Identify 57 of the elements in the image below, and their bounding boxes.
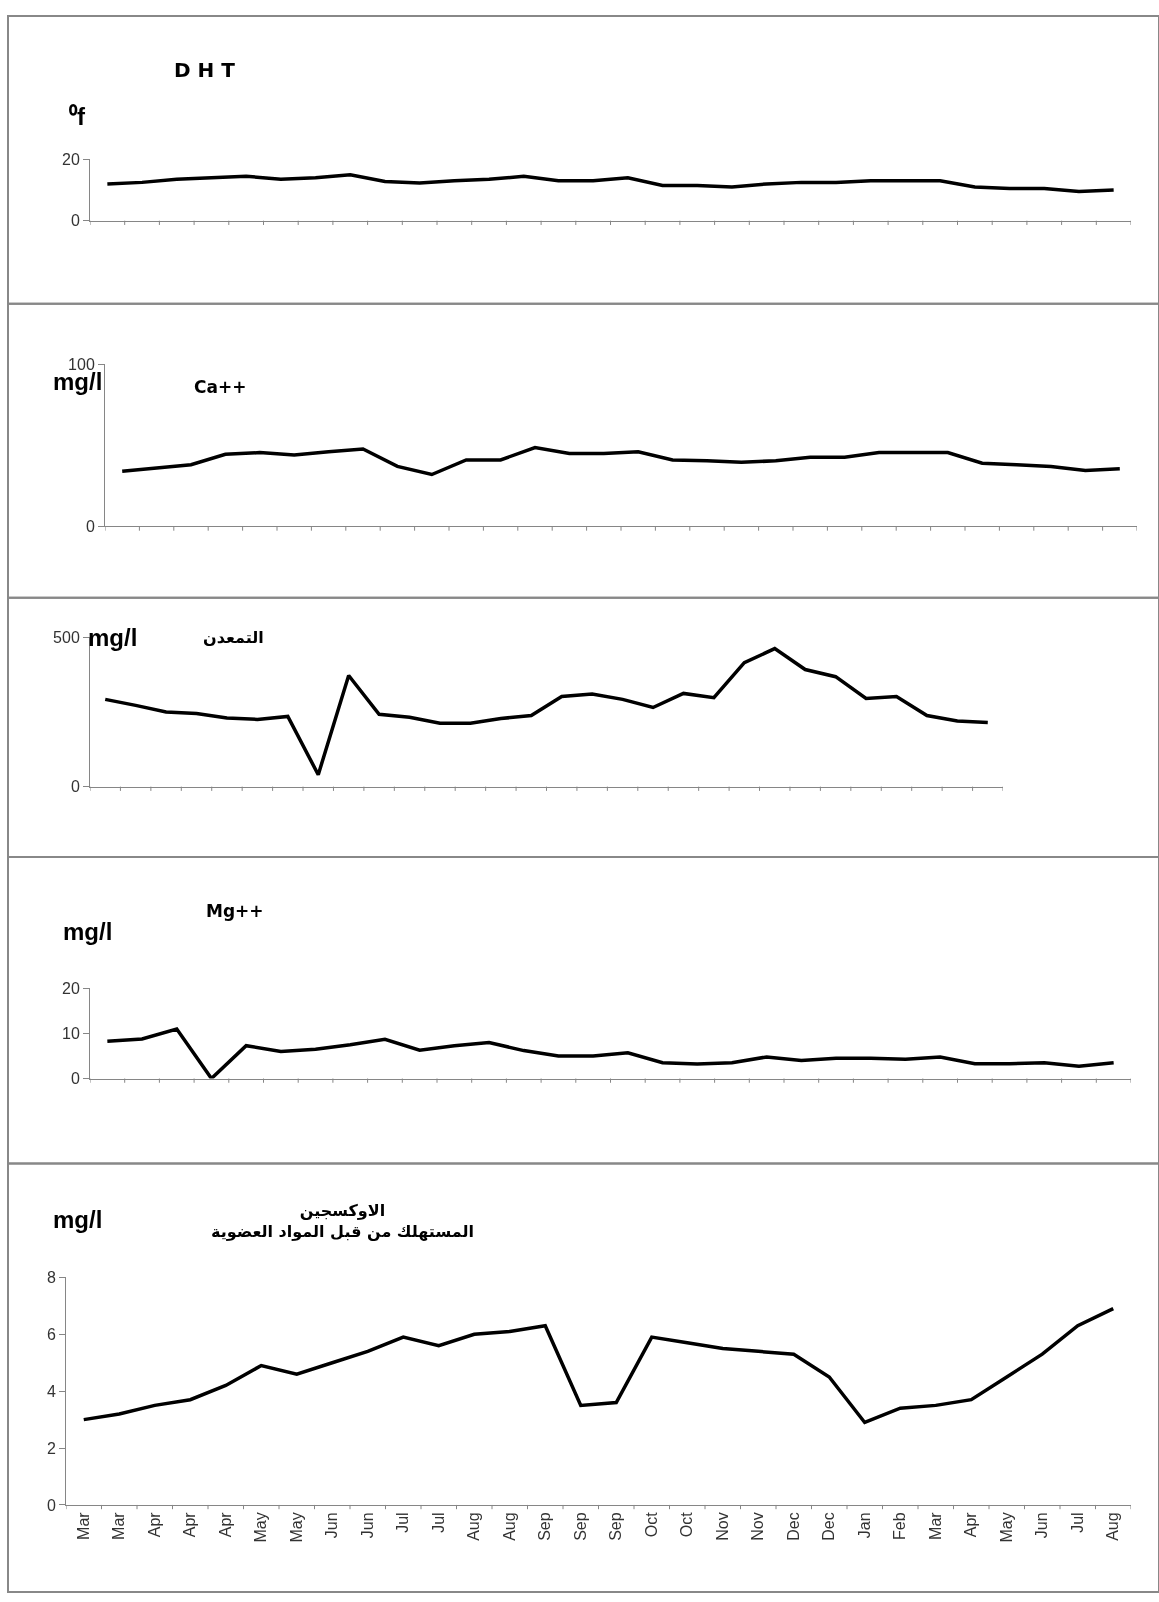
x-tick-label: Apr xyxy=(145,1511,163,1538)
x-tick-label: Nov xyxy=(713,1512,731,1541)
y-tick-label: 4 xyxy=(46,1382,56,1400)
x-tick-label: Sep xyxy=(607,1512,625,1541)
line-series xyxy=(105,172,1116,194)
y-tick-label: 10 xyxy=(62,1025,80,1043)
x-tick-label: Mar xyxy=(110,1511,128,1540)
x-tick-label: Oct xyxy=(642,1511,660,1538)
text: Ca++ xyxy=(194,377,247,397)
x-tick-label: Nov xyxy=(749,1512,767,1541)
x-tick-label: Jul xyxy=(429,1512,447,1533)
x-tick-label: May xyxy=(252,1512,270,1543)
x-tick-label: Sep xyxy=(571,1512,589,1541)
x-tick-label: Jun xyxy=(1033,1512,1051,1539)
x-tick-label: Sep xyxy=(536,1512,554,1541)
line-series xyxy=(105,1027,1116,1079)
y-tick-label: 0 xyxy=(70,1070,80,1088)
y-tick-label: 20 xyxy=(62,980,80,998)
chart-title: التمعدن xyxy=(203,628,264,647)
y-axis-title: mg/l xyxy=(53,1206,103,1233)
x-tick-label: Apr xyxy=(962,1511,980,1538)
y-tick-label: 6 xyxy=(46,1325,56,1343)
y-tick-label: 2 xyxy=(46,1439,56,1457)
y-tick-label: 8 xyxy=(46,1268,56,1286)
x-tick-label: Jun xyxy=(323,1512,341,1539)
x-tick-label: Jan xyxy=(855,1512,873,1539)
x-tick-label: Jul xyxy=(394,1512,412,1533)
y-tick-label: 20 xyxy=(62,150,80,168)
y-tick-label: 0 xyxy=(85,518,95,536)
x-tick-label: Apr xyxy=(181,1511,199,1538)
x-tick-label: May xyxy=(997,1512,1015,1543)
x-tick-label: Aug xyxy=(1104,1512,1122,1541)
x-tick-label: Feb xyxy=(891,1512,909,1540)
y-axis-title: ⁰f xyxy=(69,103,86,130)
y-tick-label: 100 xyxy=(68,355,95,373)
x-tick-label: Oct xyxy=(678,1511,696,1538)
y-tick-label: 0 xyxy=(46,1496,56,1514)
line-series xyxy=(120,445,1122,477)
x-tick-label: Jun xyxy=(358,1512,376,1539)
chart-title: D H T xyxy=(174,58,236,82)
y-tick-label: 0 xyxy=(70,778,80,796)
y-axis-title: mg/l xyxy=(88,624,138,651)
x-tick-label: Jul xyxy=(1068,1512,1086,1533)
x-tick-label: Aug xyxy=(465,1512,483,1541)
chart-title: الاوكسجين المستهلك من قبل المواد العضوية xyxy=(211,1201,474,1241)
x-tick-label: Mar xyxy=(74,1511,92,1540)
x-tick-label: May xyxy=(287,1512,305,1543)
x-tick-label: Dec xyxy=(784,1512,802,1541)
line-series xyxy=(82,1306,1115,1425)
y-tick-label: 500 xyxy=(53,628,80,646)
y-axis-title: mg/l xyxy=(63,918,113,945)
x-tick-label: Apr xyxy=(216,1511,234,1538)
chart-title: Mg++ xyxy=(206,901,264,921)
y-tick-label: 0 xyxy=(70,212,80,230)
x-tick-label: Aug xyxy=(500,1512,518,1541)
x-tick-label: Mar xyxy=(926,1511,944,1540)
x-tick-label: Dec xyxy=(820,1512,838,1541)
